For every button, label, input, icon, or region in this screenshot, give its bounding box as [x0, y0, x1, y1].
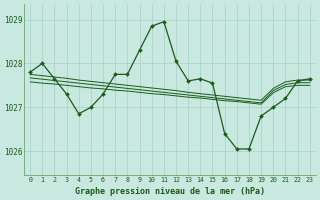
X-axis label: Graphe pression niveau de la mer (hPa): Graphe pression niveau de la mer (hPa) [75, 187, 265, 196]
